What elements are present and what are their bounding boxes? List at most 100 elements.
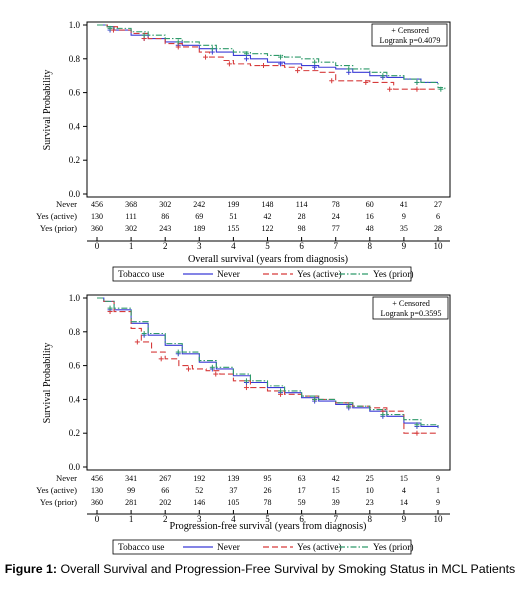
risk-count: 9: [436, 498, 440, 507]
risk-count: 360: [91, 498, 103, 507]
risk-count: 95: [264, 474, 272, 483]
risk-count: 192: [193, 474, 205, 483]
y-tick-label: 0.4: [69, 121, 81, 131]
y-tick-label: 0.8: [69, 54, 81, 64]
risk-count: 6: [436, 212, 440, 221]
risk-count: 98: [298, 224, 306, 233]
risk-count: 122: [262, 224, 274, 233]
x-tick-label: 6: [299, 241, 304, 251]
x-tick-label: 4: [231, 514, 236, 524]
risk-count: 456: [91, 200, 103, 209]
survival-curves: [97, 24, 446, 92]
risk-count: 139: [227, 474, 239, 483]
censored-note: + Censored: [391, 26, 429, 35]
risk-count: 15: [332, 486, 340, 495]
risk-count: 23: [366, 498, 374, 507]
x-tick-label: 2: [163, 514, 168, 524]
progression-free-survival-panel: 0 1 2 3 4 5 6 7 8 9 10 0.00.20.40.60.81.0 + Censor…: [36, 293, 451, 555]
legend-entry: Never: [217, 270, 241, 280]
x-tick-label: 9: [402, 241, 407, 251]
legend-entry: Yes (active): [297, 542, 342, 553]
risk-count: 42: [332, 474, 340, 483]
y-tick-label: 1.0: [69, 20, 81, 30]
legend: Tobacco use Never Yes (active) Yes (prior): [112, 266, 413, 282]
risk-count: 155: [227, 224, 239, 233]
risk-count: 1: [436, 486, 440, 495]
risk-count: 302: [159, 200, 171, 209]
risk-count: 130: [91, 212, 103, 221]
risk-count: 199: [227, 200, 239, 209]
y-axis: 0.0 0.2 0.4 0.6 0.8 1.0: [69, 293, 87, 472]
risk-count: 28: [298, 212, 306, 221]
legend-title: Tobacco use: [118, 270, 164, 280]
km-curve-yes-active: [97, 24, 438, 90]
x-tick-label: 3: [197, 241, 202, 251]
y-tick-label: 0.4: [69, 394, 81, 404]
risk-count: 148: [262, 200, 274, 209]
risk-count: 302: [125, 224, 137, 233]
x-tick-label: 0: [95, 241, 100, 251]
risk-row-label: Yes (prior): [40, 223, 77, 233]
risk-count: 9: [436, 474, 440, 483]
figure-caption: Figure 1: Overall Survival and Progressi…: [0, 562, 520, 576]
annotation-frame: [371, 23, 448, 47]
km-figure: 0 1 2 3 4 5 6 7 8 9 10 0.00.20.40.60.81.0 + Censor…: [36, 20, 451, 555]
legend-title: Tobacco use: [118, 543, 164, 553]
legend-entry: Yes (prior): [373, 542, 413, 553]
risk-count: 51: [229, 212, 237, 221]
number-at-risk-table: Never 456 368 302 242 199 148 114 78 60 41 27 Yes (a…: [36, 199, 442, 233]
legend: Tobacco use Never Yes (active) Yes (prior): [112, 539, 413, 555]
risk-count: 4: [402, 486, 406, 495]
risk-count: 202: [159, 498, 171, 507]
overall-survival-panel: 0 1 2 3 4 5 6 7 8 9 10 0.00.20.40.60.81.0 + Censor…: [36, 20, 451, 282]
x-axis: 0 1 2 3 4 5 6 7 8 9 10: [87, 510, 450, 524]
risk-count: 77: [332, 224, 340, 233]
x-tick-label: 1: [129, 241, 134, 251]
risk-row-label: Never: [56, 473, 77, 483]
x-axis-label: Overall survival (years from diagnosis): [188, 254, 348, 265]
risk-count: 17: [298, 486, 306, 495]
risk-count: 360: [91, 224, 103, 233]
annotation-frame: [372, 296, 449, 320]
risk-count: 24: [332, 212, 340, 221]
x-tick-label: 7: [333, 514, 338, 524]
plot-frame: [86, 21, 451, 198]
y-tick-label: 0.8: [69, 327, 81, 337]
risk-count: 242: [193, 200, 205, 209]
x-tick-label: 5: [265, 514, 270, 524]
y-tick-label: 1.0: [69, 293, 81, 303]
x-axis-label: Progression-free survival (years from di…: [170, 521, 367, 532]
risk-row-label: Yes (active): [36, 211, 77, 221]
km-curve-yes-prior: [97, 24, 446, 90]
x-tick-label: 3: [197, 514, 202, 524]
risk-count: 368: [125, 200, 137, 209]
censored-note: + Censored: [392, 299, 430, 308]
legend-entry: Yes (prior): [373, 269, 413, 280]
x-tick-label: 8: [368, 241, 373, 251]
x-tick-label: 4: [231, 241, 236, 251]
risk-count: 105: [227, 498, 239, 507]
censor-annotation-box: + Censored Logrank p=0.4079: [371, 23, 448, 47]
risk-row-label: Yes (prior): [40, 497, 77, 507]
risk-count: 78: [264, 498, 272, 507]
risk-row-label: Never: [56, 199, 77, 209]
x-tick-label: 6: [299, 514, 304, 524]
risk-count: 66: [161, 486, 169, 495]
risk-count: 111: [125, 212, 136, 221]
risk-count: 86: [161, 212, 169, 221]
y-tick-label: 0.2: [69, 428, 80, 438]
x-tick-label: 0: [95, 514, 100, 524]
legend-entry: Never: [217, 543, 241, 553]
risk-count: 114: [296, 200, 308, 209]
y-axis-label: Survival Probability: [42, 70, 53, 151]
risk-count: 10: [366, 486, 374, 495]
risk-count: 9: [402, 212, 406, 221]
plot-frame: [86, 294, 451, 471]
risk-count: 267: [159, 474, 171, 483]
risk-count: 456: [91, 474, 103, 483]
risk-count: 14: [400, 498, 408, 507]
legend-entry: Yes (active): [297, 269, 342, 280]
risk-count: 63: [298, 474, 306, 483]
risk-count: 243: [159, 224, 171, 233]
